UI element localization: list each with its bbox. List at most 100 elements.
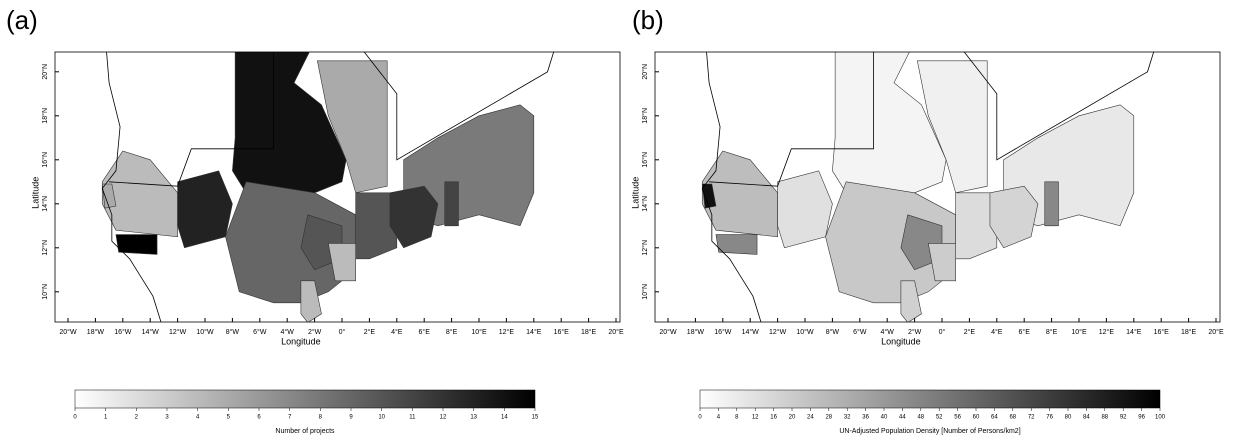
colorbar-tick-label: 13 (470, 415, 477, 421)
colorbar-tick-label: 7 (288, 415, 292, 421)
y-tick-label: 10°N (641, 284, 649, 300)
colorbar-tick-label: 14 (501, 415, 508, 421)
map (101, 52, 555, 322)
colorbar-tick-label: 6 (257, 415, 261, 421)
x-tick-label: 14°E (526, 328, 542, 336)
y-tick-label: 14°N (41, 196, 49, 212)
colorbar-tick-label: 12 (752, 415, 759, 421)
map (701, 52, 1155, 322)
map-frame (654, 51, 1221, 323)
x-tick-label: 2°E (364, 328, 376, 336)
border (709, 52, 874, 187)
colorbar-tick-label: 64 (991, 415, 998, 421)
x-tick-label: 20°E (608, 328, 624, 336)
x-tick-label: 2°W (308, 328, 322, 336)
colorbar-tick-label: 44 (899, 415, 906, 421)
colorbar-tick-label: 24 (807, 415, 814, 421)
x-tick-label: 20°E (1208, 328, 1224, 336)
colorbar-tick-label: 4 (196, 415, 200, 421)
y-tick-label: 20°N (641, 64, 649, 80)
x-tick-label: 10°E (471, 328, 487, 336)
region (989, 185, 1039, 249)
x-tick-label: 2°W (908, 328, 922, 336)
border (701, 52, 762, 322)
colorbar-tick-label: 16 (770, 415, 777, 421)
colorbar-tick-label: 92 (1120, 415, 1127, 421)
colorbar-tick-label: 80 (1065, 415, 1072, 421)
colorbar-tick-label: 36 (862, 415, 869, 421)
x-tick-label: 16°E (554, 328, 570, 336)
colorbar-tick-label: 68 (1009, 415, 1016, 421)
colorbar (74, 389, 536, 409)
colorbar-tick-label: 60 (973, 415, 980, 421)
panel-label: (b) (632, 5, 664, 35)
x-tick-label: 2°E (964, 328, 976, 336)
region (444, 181, 459, 227)
colorbar-tick-label: 0 (73, 415, 77, 421)
colorbar-tick-label: 12 (440, 415, 447, 421)
x-tick-label: 6°E (1019, 328, 1031, 336)
y-axis-title: Latitude (30, 177, 40, 209)
panel-label: (a) (6, 5, 38, 35)
x-tick-label: 0° (939, 328, 946, 336)
panel: (a) 20°W 18°W 16°W 14°W 12°W 10°W 8°W 6°W 4°W 2°W 0… (6, 5, 624, 435)
colorbar-title: UN-Adjusted Population Density [Number o… (839, 428, 1020, 435)
colorbar-tick-label: 5 (227, 415, 231, 421)
x-tick-label: 10°E (1071, 328, 1087, 336)
x-tick-label: 8°W (226, 328, 240, 336)
x-axis-title: Longitude (881, 336, 921, 346)
x-tick-label: 18°E (1181, 328, 1197, 336)
x-tick-label: 12°E (1099, 328, 1115, 336)
x-tick-label: 10°W (196, 328, 214, 336)
colorbar-tick-label: 10 (378, 415, 385, 421)
x-tick-label: 10°W (796, 328, 814, 336)
border (109, 52, 274, 187)
y-tick-label: 18°N (641, 108, 649, 124)
colorbar-tick-label: 20 (789, 415, 796, 421)
region (327, 243, 357, 282)
region (927, 243, 957, 282)
colorbar-tick-label: 88 (1101, 415, 1108, 421)
x-tick-label: 4°W (881, 328, 895, 336)
colorbar-tick-label: 52 (936, 415, 943, 421)
x-tick-label: 4°E (991, 328, 1003, 336)
x-tick-label: 6°E (419, 328, 431, 336)
colorbar-tick-label: 100 (1155, 415, 1166, 421)
colorbar-tick-label: 0 (698, 415, 702, 421)
x-tick-label: 6°W (253, 328, 267, 336)
region (177, 170, 233, 249)
x-tick-label: 8°W (826, 328, 840, 336)
border (363, 52, 555, 161)
colorbar-tick-label: 40 (881, 415, 888, 421)
x-tick-label: 12°W (769, 328, 787, 336)
border (963, 52, 1155, 161)
x-tick-label: 18°W (687, 328, 705, 336)
colorbar-tick-label: 3 (165, 415, 169, 421)
y-tick-label: 16°N (41, 152, 49, 168)
region (389, 185, 439, 249)
x-tick-label: 20°W (59, 328, 77, 336)
x-tick-label: 6°W (853, 328, 867, 336)
y-tick-label: 12°N (641, 240, 649, 256)
colorbar-tick-label: 8 (735, 415, 739, 421)
x-tick-label: 12°E (499, 328, 515, 336)
colorbar-tick-label: 48 (917, 415, 924, 421)
border (101, 52, 162, 322)
x-tick-label: 16°W (714, 328, 732, 336)
x-tick-label: 16°E (1154, 328, 1170, 336)
x-tick-label: 4°W (281, 328, 295, 336)
x-tick-label: 20°W (659, 328, 677, 336)
colorbar-tick-label: 32 (844, 415, 851, 421)
y-tick-label: 14°N (641, 196, 649, 212)
x-tick-label: 16°W (114, 328, 132, 336)
colorbar-tick-label: 84 (1083, 415, 1090, 421)
x-tick-label: 8°E (1046, 328, 1058, 336)
colorbar-tick-label: 4 (717, 415, 721, 421)
region (777, 170, 833, 249)
x-tick-label: 18°E (581, 328, 597, 336)
x-tick-label: 14°W (142, 328, 160, 336)
y-tick-label: 20°N (41, 64, 49, 80)
x-tick-label: 12°W (169, 328, 187, 336)
region (1044, 181, 1059, 227)
